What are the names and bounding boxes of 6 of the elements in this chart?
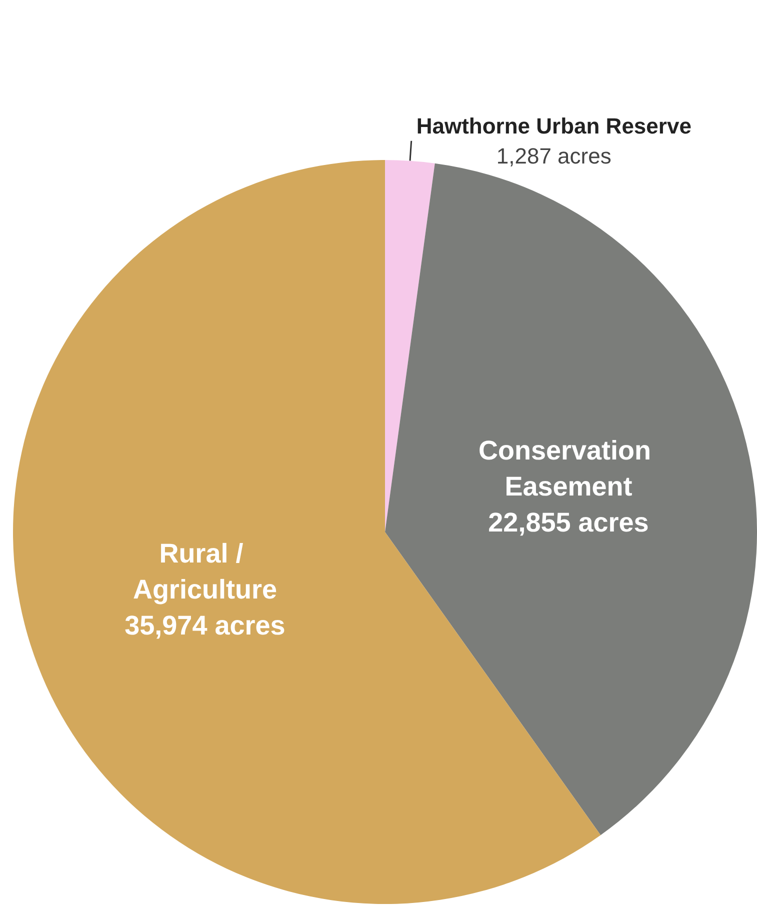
data-label: 1,287 acres bbox=[496, 143, 612, 168]
slice-label: Hawthorne Urban Reserve bbox=[416, 113, 692, 138]
slice-label: Conservation Easement bbox=[478, 436, 659, 502]
data-label: 35,974 acres bbox=[124, 610, 286, 641]
slice-label: Rural / Agriculture bbox=[132, 538, 277, 605]
data-label: 22,855 acres bbox=[488, 508, 649, 538]
